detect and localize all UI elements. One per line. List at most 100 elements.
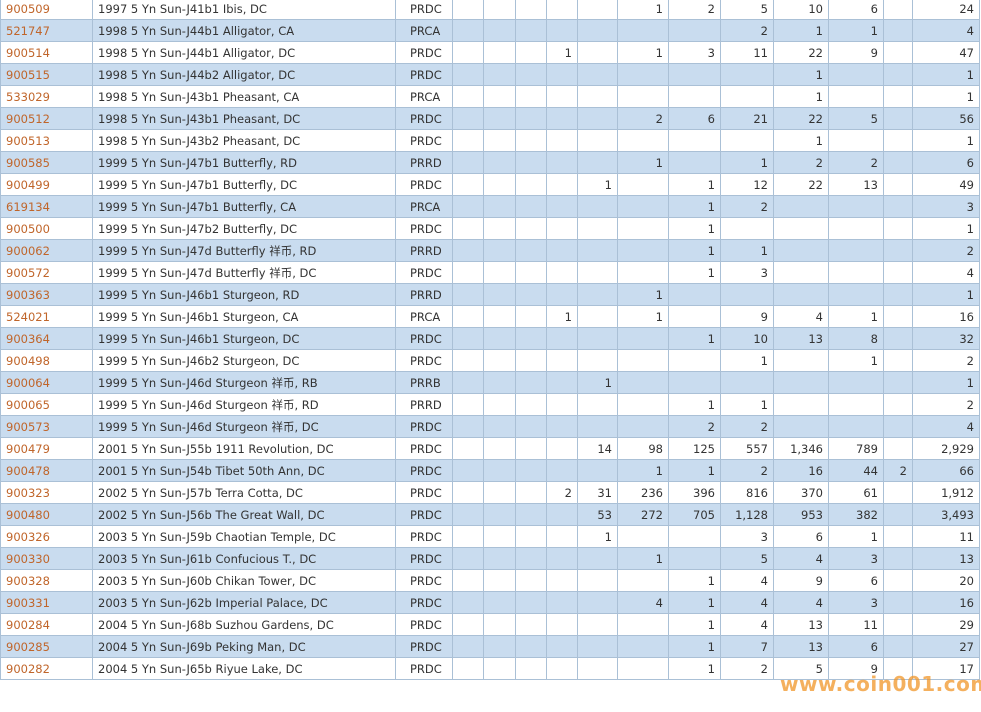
count-cell (883, 239, 913, 262)
table-row: 524021 1999 5 Yn Sun-J46b1 Sturgeon, CA PR… (0, 305, 980, 328)
cert-code[interactable]: 900572 (0, 261, 93, 284)
count-cell (483, 217, 516, 240)
count-cell: 2 (720, 657, 774, 680)
cert-code[interactable]: 900573 (0, 415, 93, 438)
count-cell: 4 (912, 19, 980, 42)
count-cell (720, 63, 774, 86)
count-cell: 705 (668, 503, 721, 526)
count-cell (515, 261, 547, 284)
cert-code[interactable]: 900512 (0, 107, 93, 130)
count-cell (883, 195, 913, 218)
count-cell (483, 481, 516, 504)
count-cell: 1 (577, 371, 618, 394)
cert-code[interactable]: 524021 (0, 305, 93, 328)
count-cell (452, 635, 484, 658)
count-cell: 1 (668, 393, 721, 416)
cert-code[interactable]: 900364 (0, 327, 93, 350)
cert-code[interactable]: 900499 (0, 173, 93, 196)
coin-description: 1998 5 Yn Sun-J43b2 Pheasant, DC (92, 129, 396, 152)
count-cell: 1 (668, 635, 721, 658)
count-cell (546, 327, 578, 350)
count-cell: 17 (912, 657, 980, 680)
cert-code[interactable]: 900515 (0, 63, 93, 86)
count-cell: 3 (668, 41, 721, 64)
count-cell: 16 (912, 305, 980, 328)
cert-code[interactable]: 900330 (0, 547, 93, 570)
count-cell (617, 525, 669, 548)
cert-code[interactable]: 900478 (0, 459, 93, 482)
cert-code[interactable]: 619134 (0, 195, 93, 218)
count-cell: 1 (912, 283, 980, 306)
cert-code[interactable]: 900282 (0, 657, 93, 680)
count-cell: 24 (912, 0, 980, 20)
table-row: 900514 1998 5 Yn Sun-J44b1 Alligator, DC P… (0, 41, 980, 64)
cert-code[interactable]: 900328 (0, 569, 93, 592)
count-cell: 47 (912, 41, 980, 64)
count-cell: 3 (912, 195, 980, 218)
count-cell: 2 (912, 239, 980, 262)
cert-code[interactable]: 900480 (0, 503, 93, 526)
count-cell (668, 525, 721, 548)
count-cell: 1 (828, 349, 884, 372)
cert-code[interactable]: 900498 (0, 349, 93, 372)
count-cell: 1 (720, 393, 774, 416)
count-cell (452, 41, 484, 64)
cert-code[interactable]: 900284 (0, 613, 93, 636)
cert-code[interactable]: 900363 (0, 283, 93, 306)
cert-code[interactable]: 900585 (0, 151, 93, 174)
cert-code[interactable]: 533029 (0, 85, 93, 108)
count-cell: 3 (828, 591, 884, 614)
cert-code[interactable]: 900285 (0, 635, 93, 658)
count-cell: 11 (912, 525, 980, 548)
cert-code[interactable]: 900326 (0, 525, 93, 548)
cert-code[interactable]: 900331 (0, 591, 93, 614)
coin-description: 2001 5 Yn Sun-J54b Tibet 50th Ann, DC (92, 459, 396, 482)
count-cell: 2 (912, 349, 980, 372)
count-cell: 2 (773, 151, 829, 174)
count-cell: 9 (720, 305, 774, 328)
count-cell (617, 85, 669, 108)
count-cell (577, 613, 618, 636)
cert-code[interactable]: 900479 (0, 437, 93, 460)
cert-code[interactable]: 900500 (0, 217, 93, 240)
count-cell (546, 415, 578, 438)
count-cell: 8 (828, 327, 884, 350)
count-cell (515, 41, 547, 64)
coin-description: 2003 5 Yn Sun-J62b Imperial Palace, DC (92, 591, 396, 614)
count-cell (452, 547, 484, 570)
count-cell (668, 151, 721, 174)
count-cell: 1 (668, 217, 721, 240)
coin-description: 2004 5 Yn Sun-J68b Suzhou Gardens, DC (92, 613, 396, 636)
count-cell: 1 (668, 327, 721, 350)
table-row: 900330 2003 5 Yn Sun-J61b Confucious T., … (0, 547, 980, 570)
count-cell: 2 (883, 459, 913, 482)
count-cell: 1 (546, 41, 578, 64)
count-cell: 1 (828, 525, 884, 548)
table-row: 900326 2003 5 Yn Sun-J59b Chaotian Temple… (0, 525, 980, 548)
designation: PRDC (395, 569, 453, 592)
count-cell: 9 (828, 657, 884, 680)
count-cell (515, 393, 547, 416)
count-cell (452, 63, 484, 86)
count-cell: 14 (577, 437, 618, 460)
count-cell: 2 (668, 0, 721, 20)
cert-code[interactable]: 900062 (0, 239, 93, 262)
cert-code[interactable]: 900513 (0, 129, 93, 152)
designation: PRDC (395, 415, 453, 438)
count-cell: 1 (773, 63, 829, 86)
count-cell (773, 261, 829, 284)
count-cell: 1 (668, 569, 721, 592)
cert-code[interactable]: 900064 (0, 371, 93, 394)
cert-code[interactable]: 521747 (0, 19, 93, 42)
count-cell (452, 657, 484, 680)
cert-code[interactable]: 900065 (0, 393, 93, 416)
cert-code[interactable]: 900514 (0, 41, 93, 64)
count-cell: 3 (720, 525, 774, 548)
count-cell: 20 (912, 569, 980, 592)
watermark: www.coin001.com (780, 672, 981, 696)
cert-code[interactable]: 900323 (0, 481, 93, 504)
count-cell (483, 151, 516, 174)
count-cell: 56 (912, 107, 980, 130)
count-cell: 4 (773, 591, 829, 614)
cert-code[interactable]: 900509 (0, 0, 93, 20)
